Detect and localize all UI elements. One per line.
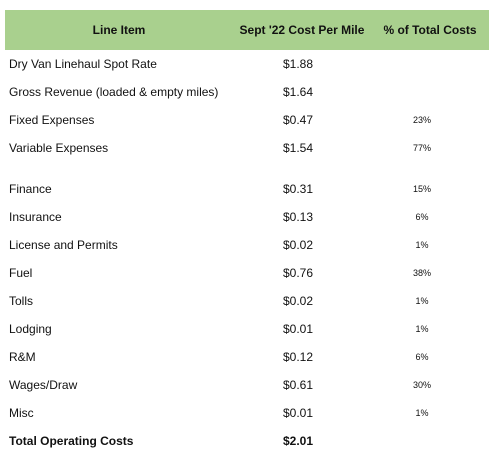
line-item-label: Fuel (9, 266, 33, 280)
table-row: Gross Revenue (loaded & empty miles) $1.… (5, 78, 489, 106)
percent-value: 77% (412, 143, 431, 153)
table-row: License and Permits $0.02 1% (5, 231, 489, 259)
cost-value: $0.02 (283, 238, 314, 252)
line-item-label: License and Permits (9, 238, 118, 252)
percent-value: 1% (415, 408, 429, 418)
cost-value: $1.64 (283, 85, 314, 99)
percent-value: 6% (415, 212, 429, 222)
table-row: Wages/Draw $0.61 30% (5, 371, 489, 399)
table-header: Line Item Sept '22 Cost Per Mile % of To… (5, 10, 489, 50)
table-row: Tolls $0.02 1% (5, 287, 489, 315)
total-label: Total Operating Costs (9, 434, 134, 448)
cost-table: Line Item Sept '22 Cost Per Mile % of To… (5, 10, 489, 455)
line-item-label: Lodging (9, 322, 52, 336)
cost-value: $0.12 (283, 350, 314, 364)
line-item-label: Fixed Expenses (9, 113, 95, 127)
table-row: Finance $0.31 15% (5, 175, 489, 203)
line-item-label: Gross Revenue (loaded & empty miles) (9, 85, 219, 99)
cost-value: $1.88 (283, 57, 314, 71)
header-line-item: Line Item (92, 23, 146, 37)
percent-value: 1% (415, 240, 429, 250)
cost-value: $0.02 (283, 294, 314, 308)
header-cost-per-mile: Sept '22 Cost Per Mile (239, 23, 365, 37)
percent-value: 15% (412, 184, 431, 194)
table-row: Misc $0.01 1% (5, 399, 489, 427)
percent-value: 23% (412, 115, 431, 125)
line-item-label: Wages/Draw (9, 378, 78, 392)
line-item-label: Finance (9, 182, 52, 196)
percent-value: 6% (415, 352, 429, 362)
line-item-label: Variable Expenses (9, 141, 109, 155)
table-row: Lodging $0.01 1% (5, 315, 489, 343)
percent-value: 30% (412, 380, 431, 390)
section-spacer (5, 162, 489, 175)
line-item-label: Tolls (9, 294, 34, 308)
cost-value: $0.13 (283, 210, 314, 224)
cost-value: $0.47 (283, 113, 314, 127)
line-item-label: R&M (9, 350, 36, 364)
table-row: Fuel $0.76 38% (5, 259, 489, 287)
table-row: Dry Van Linehaul Spot Rate $1.88 (5, 50, 489, 78)
line-item-label: Insurance (9, 210, 62, 224)
percent-value: 38% (412, 268, 431, 278)
cost-value: $0.76 (283, 266, 314, 280)
header-percent-total: % of Total Costs (383, 23, 477, 37)
cost-value: $0.01 (283, 406, 314, 420)
total-cost-value: $2.01 (283, 434, 314, 448)
cost-value: $0.31 (283, 182, 314, 196)
cost-value: $1.54 (283, 141, 314, 155)
cost-value: $0.61 (283, 378, 314, 392)
cost-value: $0.01 (283, 322, 314, 336)
percent-value: 1% (415, 324, 429, 334)
line-item-label: Dry Van Linehaul Spot Rate (9, 57, 157, 71)
table-row: Fixed Expenses $0.47 23% (5, 106, 489, 134)
table-row: R&M $0.12 6% (5, 343, 489, 371)
line-item-label: Misc (9, 406, 34, 420)
table-row: Variable Expenses $1.54 77% (5, 134, 489, 162)
percent-value: 1% (415, 296, 429, 306)
total-row: Total Operating Costs $2.01 (5, 427, 489, 455)
table-row: Insurance $0.13 6% (5, 203, 489, 231)
